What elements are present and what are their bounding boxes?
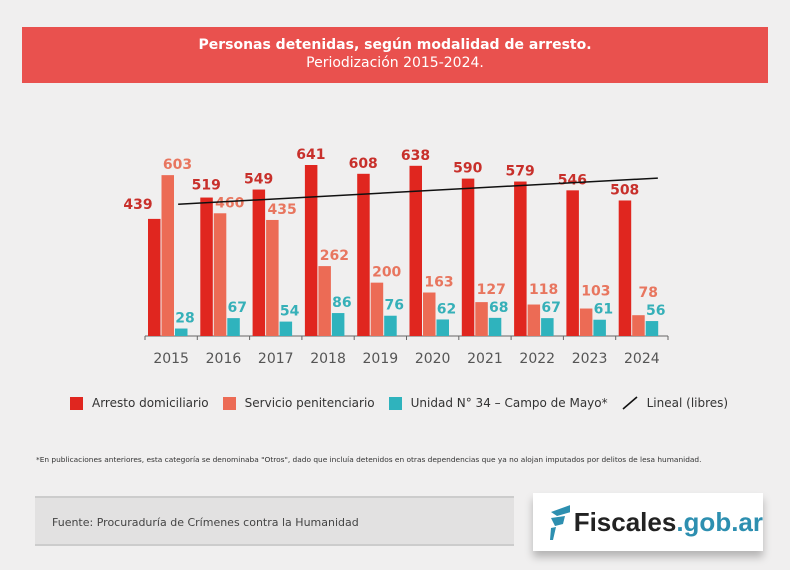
legend-swatch <box>388 396 402 410</box>
x-tick-label: 2015 <box>153 351 189 367</box>
logo-mark-icon <box>550 505 570 540</box>
data-label: 200 <box>372 265 401 281</box>
title-banner: Personas detenidas, según modalidad de a… <box>22 27 768 83</box>
data-label: 127 <box>477 282 506 298</box>
legend-item: Arresto domiciliario <box>70 396 209 410</box>
bar <box>409 165 422 336</box>
bar <box>618 200 632 336</box>
bar <box>161 175 174 336</box>
trendline-swatch <box>622 396 638 410</box>
chart-title: Personas detenidas, según modalidad de a… <box>198 37 592 53</box>
legend-item: Servicio penitenciario <box>222 396 375 410</box>
x-tick-label: 2022 <box>519 351 555 367</box>
x-tick-label: 2019 <box>363 351 399 367</box>
bar <box>579 308 593 336</box>
bar <box>175 328 188 336</box>
legend-label: Lineal (libres) <box>646 396 729 410</box>
x-tick-label: 2024 <box>624 351 660 367</box>
bar <box>227 318 240 336</box>
legend-label: Servicio penitenciario <box>244 396 375 410</box>
data-label: 54 <box>280 304 300 320</box>
data-label: 103 <box>581 284 610 300</box>
legend-label: Unidad N° 34 – Campo de Mayo* <box>410 396 608 410</box>
data-label: 76 <box>384 298 403 314</box>
bar <box>541 318 554 336</box>
bar <box>488 317 502 336</box>
x-tick-label: 2021 <box>467 351 503 367</box>
data-label: 439 <box>123 197 152 213</box>
data-label: 78 <box>638 285 657 301</box>
data-label: 262 <box>320 248 349 264</box>
bar <box>593 319 606 336</box>
data-label: 641 <box>296 147 325 163</box>
fiscales-logo: Fiscales .gob.ar <box>533 493 763 551</box>
logo-text-domain: .gob.ar <box>676 506 763 537</box>
data-label: 460 <box>215 195 244 211</box>
trendline <box>178 177 658 205</box>
bar <box>645 321 659 336</box>
x-tick-label: 2016 <box>206 351 242 367</box>
data-label: 603 <box>163 157 192 173</box>
bar <box>475 302 488 336</box>
bar <box>436 319 449 336</box>
data-label: 62 <box>437 301 456 317</box>
bar <box>384 315 397 336</box>
x-tick-label: 2023 <box>572 351 608 367</box>
bar <box>304 165 318 336</box>
x-tick-label: 2017 <box>258 351 294 367</box>
data-label: 579 <box>505 164 534 180</box>
legend-item: Lineal (libres) <box>622 396 728 410</box>
source: Fuente: Procuraduría de Crímenes contra … <box>35 496 514 546</box>
data-label: 68 <box>489 300 508 316</box>
data-label: 163 <box>424 275 453 291</box>
data-label: 590 <box>453 161 482 177</box>
data-label: 638 <box>401 148 430 164</box>
bar <box>318 266 331 336</box>
data-label: 519 <box>192 177 221 193</box>
legend-swatch <box>70 396 83 410</box>
legend-item: Unidad N° 34 – Campo de Mayo* <box>388 396 608 410</box>
bar <box>148 218 161 336</box>
data-label: 118 <box>529 282 558 298</box>
bar <box>213 213 227 336</box>
bar <box>461 178 475 336</box>
bar <box>331 313 345 336</box>
bar <box>279 321 293 336</box>
legend-label: Arresto domiciliario <box>92 396 209 410</box>
data-label: 56 <box>646 303 665 319</box>
bar-chart: 2015 439 603 28 2016 519 460 67 2017 549 435 54 2018… <box>123 147 669 367</box>
bar <box>566 190 579 336</box>
logo-text: Fiscales <box>573 506 677 537</box>
data-label: 608 <box>349 156 378 172</box>
bar <box>370 282 384 336</box>
bar <box>266 219 279 336</box>
x-tick-label: 2020 <box>415 351 451 367</box>
data-label: 546 <box>558 172 587 188</box>
data-label: 61 <box>594 302 613 318</box>
data-label: 86 <box>332 295 351 311</box>
bar <box>252 189 266 336</box>
legend: Arresto domiciliario Servicio penitencia… <box>70 396 728 410</box>
chart-subtitle: Periodización 2015-2024. <box>306 55 484 71</box>
data-label: 549 <box>244 172 273 188</box>
data-label: 67 <box>541 300 560 316</box>
footnote: *En publicaciones anteriores, esta categ… <box>36 455 702 464</box>
bar <box>527 304 541 336</box>
bar <box>357 173 370 336</box>
legend-swatch <box>222 396 236 410</box>
bar <box>632 315 645 336</box>
bar <box>423 292 436 336</box>
x-tick-label: 2018 <box>310 351 346 367</box>
data-label: 67 <box>228 300 247 316</box>
data-label: 28 <box>175 311 194 327</box>
bar <box>200 197 213 336</box>
bar <box>514 181 527 336</box>
data-label: 435 <box>267 202 296 218</box>
data-label: 508 <box>610 182 639 198</box>
